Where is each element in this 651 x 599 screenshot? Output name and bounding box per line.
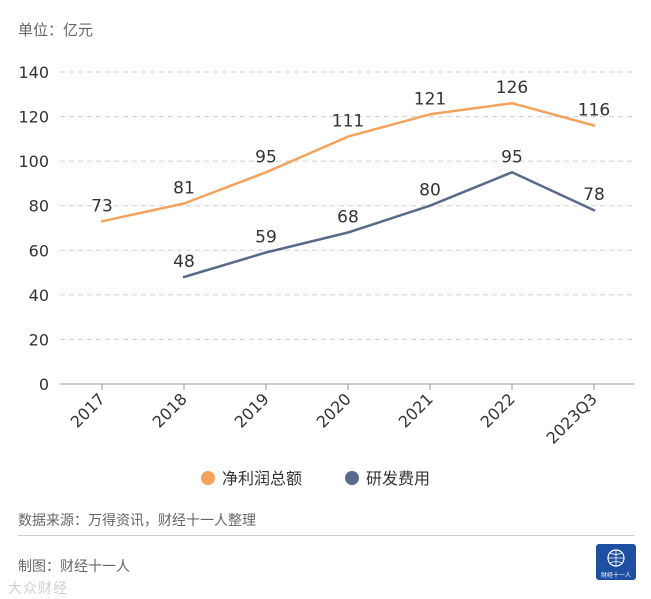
data-label: 68 [337, 207, 359, 227]
data-label: 95 [501, 147, 523, 167]
y-tick-label: 140 [18, 63, 49, 82]
x-tick-label: 2018 [149, 389, 191, 431]
data-label: 59 [255, 228, 277, 248]
watermark-text: 大众财经 [8, 581, 68, 597]
series-lines [100, 101, 596, 279]
series-line-1 [100, 101, 596, 223]
data-label: 126 [496, 78, 528, 98]
brand-logo: 财经十一人 [596, 544, 636, 580]
legend: 净利润总额 研发费用 [201, 469, 430, 488]
y-tick-label: 100 [18, 152, 49, 171]
legend-label: 研发费用 [366, 469, 430, 488]
legend-marker [201, 471, 215, 485]
data-label: 78 [583, 185, 605, 205]
logo-text: 财经十一人 [600, 572, 631, 579]
y-tick-label: 120 [18, 108, 49, 127]
data-labels: 73 81 95 111 121 126 116 48 59 68 80 95 78 [91, 78, 610, 272]
y-tick-label: 20 [29, 330, 49, 349]
x-tick-label: 2020 [313, 389, 355, 431]
data-label: 121 [414, 89, 446, 109]
unit-label: 单位：亿元 [18, 21, 94, 39]
y-tick-label: 60 [29, 241, 49, 260]
data-label: 81 [173, 178, 195, 198]
x-tick-label: 2017 [67, 389, 109, 431]
axes: 0 20 40 60 80 100 120 140 2017 2018 2019 2020 2021 20… [18, 63, 634, 448]
x-tick-label: 2022 [477, 389, 519, 431]
gridlines [60, 71, 634, 340]
data-label: 111 [332, 112, 364, 132]
data-label: 95 [255, 147, 277, 167]
y-tick-label: 80 [29, 197, 49, 216]
data-label: 116 [578, 100, 610, 120]
data-label: 80 [419, 181, 441, 201]
legend-marker [345, 471, 359, 485]
y-tick-label: 0 [39, 375, 49, 394]
y-tick-label: 40 [29, 286, 49, 305]
data-label: 48 [173, 252, 195, 272]
footer-divider [18, 535, 634, 536]
x-tick-label: 2023Q3 [542, 389, 600, 447]
chart-credit: 制图：财经十一人 [18, 559, 130, 575]
data-label: 73 [91, 196, 113, 216]
legend-label: 净利润总额 [222, 469, 302, 488]
globe-icon [607, 549, 625, 567]
series-line-2 [182, 171, 596, 279]
x-tick-label: 2021 [395, 389, 437, 431]
data-source-note: 数据来源：万得资讯，财经十一人整理 [18, 513, 256, 529]
x-tick-label: 2019 [231, 389, 273, 431]
line-chart: 0 20 40 60 80 100 120 140 2017 2018 2019 2020 2021 20… [18, 63, 634, 488]
